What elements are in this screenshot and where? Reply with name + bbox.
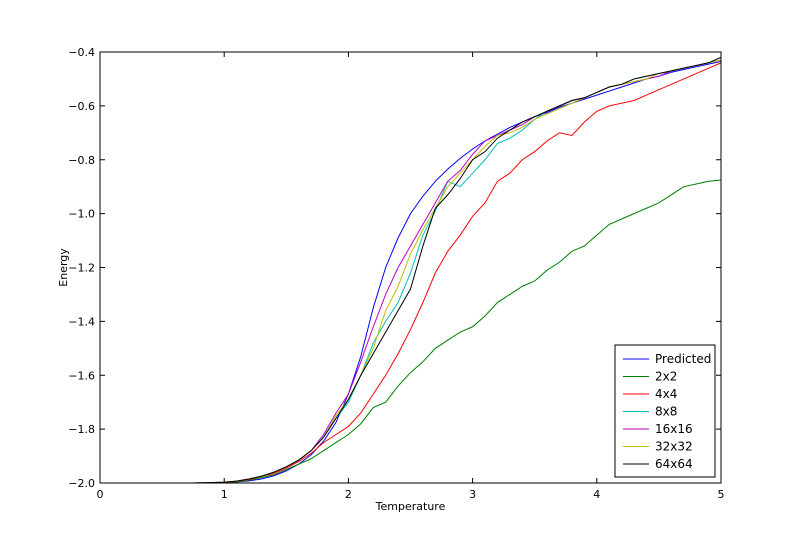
x-tick-label: 5 <box>718 488 725 501</box>
legend-label-16x16: 16x16 <box>655 422 693 436</box>
y-tick-label: −1.6 <box>68 369 95 382</box>
legend-label-32x32: 32x32 <box>655 440 693 454</box>
x-tick-label: 2 <box>345 488 352 501</box>
ticks-layer: 0 1 2 3 4 5 −2.0 −1.8 −1.6 −1.4 −1.2 −1.0 −0.8 −0.6 −0… <box>68 46 724 501</box>
y-tick-label: −1.8 <box>68 423 95 436</box>
y-tick-label: −0.4 <box>68 46 95 59</box>
legend-label-4x4: 4x4 <box>655 387 677 401</box>
y-tick-label: −1.0 <box>68 208 95 221</box>
y-tick-label: −0.6 <box>68 100 95 113</box>
x-tick-label: 4 <box>593 488 600 501</box>
y-tick-label: −1.2 <box>68 262 95 275</box>
x-axis-label: Temperature <box>375 500 446 513</box>
x-tick-label: 1 <box>221 488 228 501</box>
x-tick-label: 3 <box>469 488 476 501</box>
series-line-2x2 <box>131 179 722 484</box>
legend-label-predicted: Predicted <box>655 352 711 366</box>
series-line-4x4 <box>131 62 722 484</box>
y-axis-label: Energy <box>57 248 70 287</box>
x-tick-label: 0 <box>97 488 104 501</box>
legend-label-64x64: 64x64 <box>655 457 693 471</box>
series-layer <box>131 56 722 484</box>
legend: Predicted 2x2 4x4 8x8 16x16 32x32 64x64 <box>614 344 716 478</box>
series-line-64x64 <box>131 56 722 484</box>
legend-label-2x2: 2x2 <box>655 370 677 384</box>
y-tick-label: −1.4 <box>68 315 95 328</box>
legend-label-8x8: 8x8 <box>655 405 677 419</box>
y-tick-label: −0.8 <box>68 154 95 167</box>
series-line-predicted <box>131 60 722 484</box>
y-tick-label: −2.0 <box>68 477 95 490</box>
